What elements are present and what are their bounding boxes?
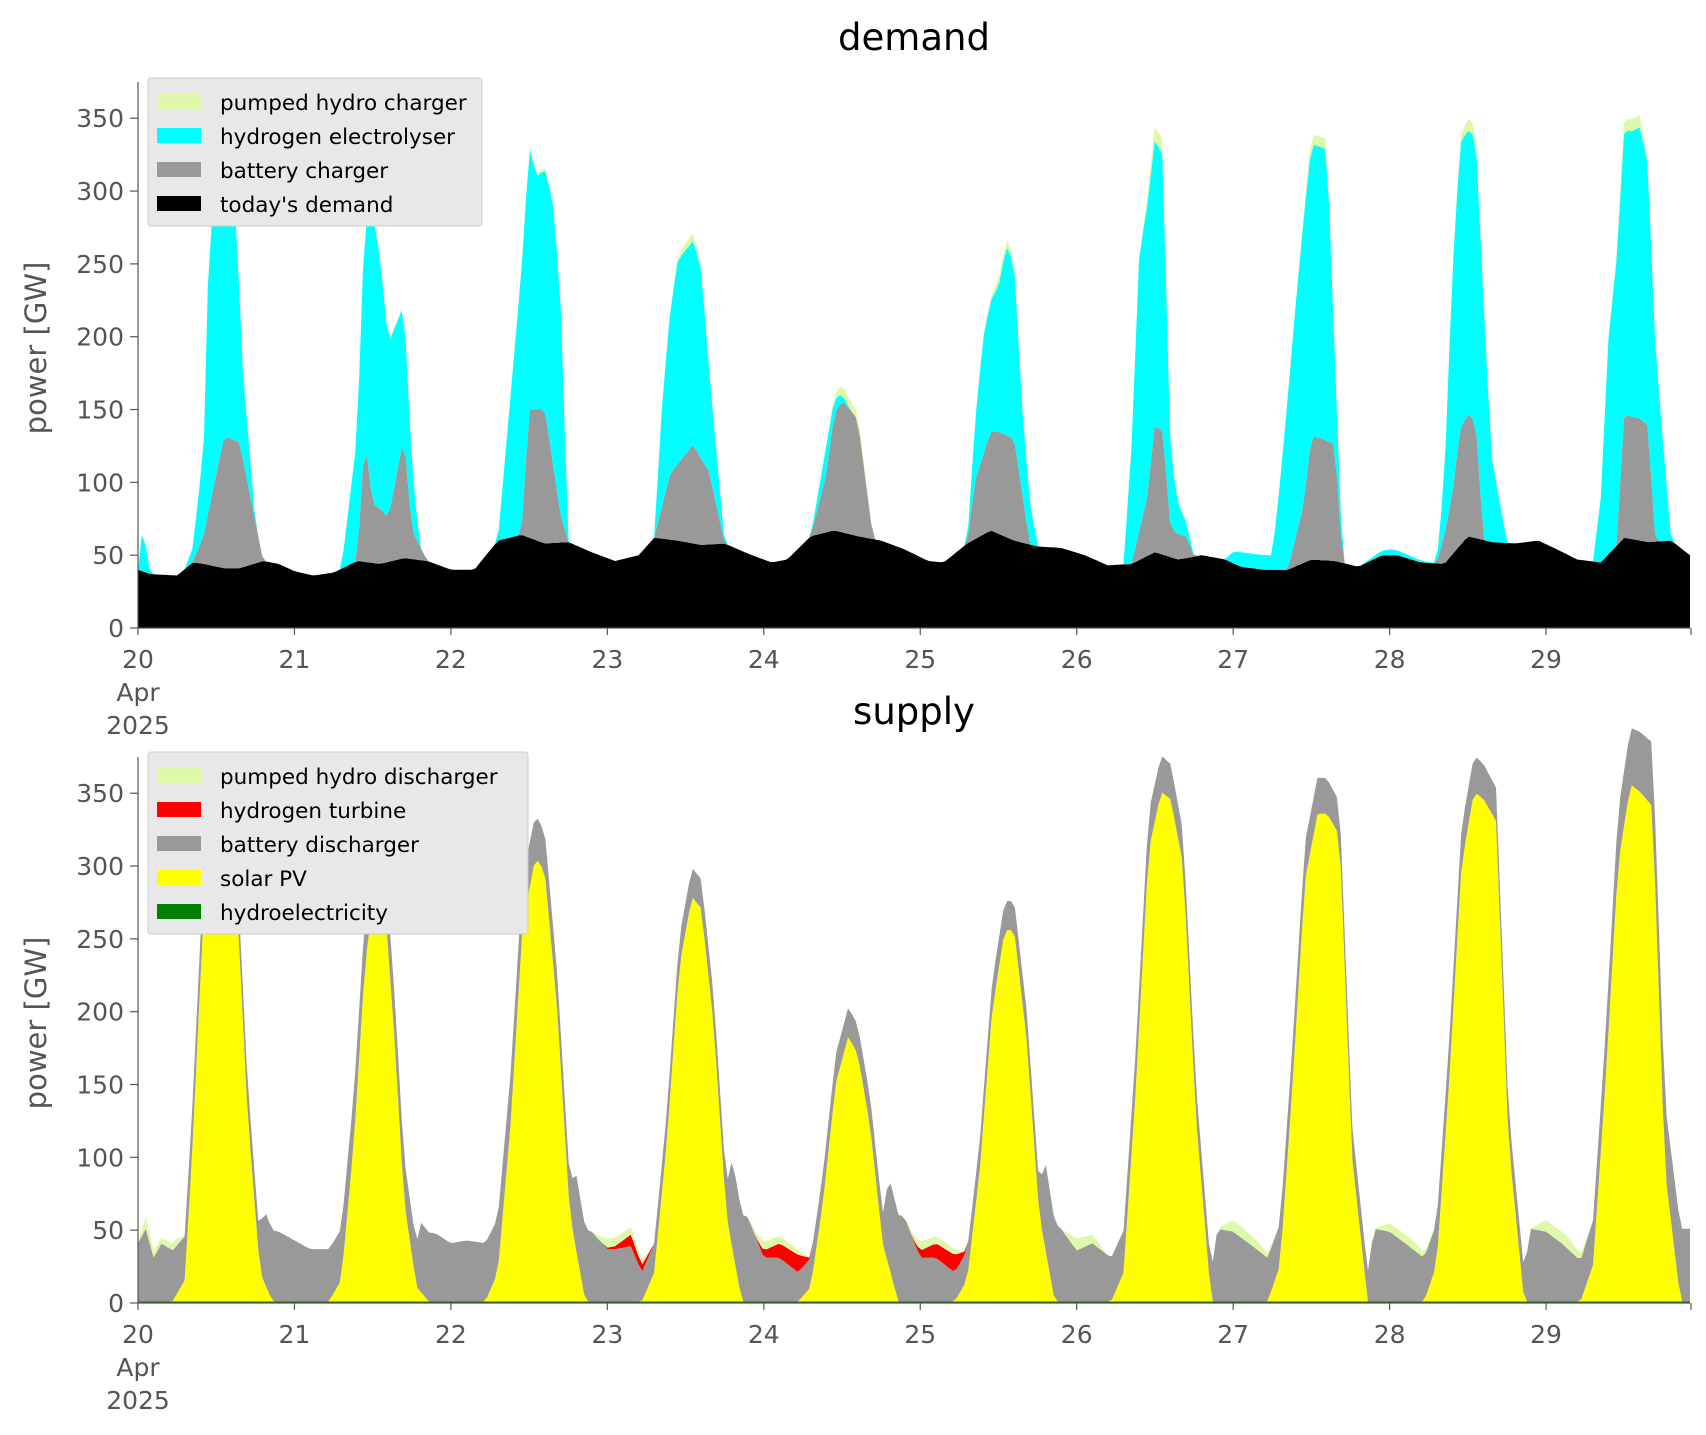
legend-label-battery-discharger: battery discharger	[220, 833, 419, 858]
area-hydrogen-electrolyser	[138, 127, 1690, 576]
legend-swatch-pumped-hydro-charger	[157, 94, 201, 109]
legend-swatch-today-s-demand	[157, 196, 201, 211]
legend-label-hydroelectricity: hydroelectricity	[220, 901, 388, 926]
y-tick-label: 100	[76, 1143, 124, 1172]
legend-label-today-s-demand: today's demand	[220, 193, 393, 218]
demand-areas	[138, 115, 1690, 628]
y-tick-label: 0	[108, 1289, 124, 1318]
y-tick-label: 200	[76, 323, 124, 352]
x-tick-label: 26	[1061, 1320, 1093, 1349]
x-tick-label: 22	[435, 645, 467, 674]
y-tick-label: 150	[76, 1071, 124, 1100]
y-tick-label: 250	[76, 925, 124, 954]
legend-box	[147, 77, 483, 227]
y-tick-label: 200	[76, 998, 124, 1027]
demand-legend: pumped hydro charger hydrogen electrolyse…	[147, 77, 483, 227]
x-tick-label: 29	[1530, 1320, 1562, 1349]
x-tick-label: 23	[591, 645, 623, 674]
legend-label-pumped-hydro-discharger: pumped hydro discharger	[220, 765, 498, 790]
x-tick-label: 25	[904, 645, 936, 674]
y-tick-label: 50	[92, 541, 124, 570]
area-battery-charger	[138, 403, 1690, 576]
legend-label-hydrogen-electrolyser: hydrogen electrolyser	[220, 125, 455, 150]
supply-panel: supply power [GW] 0 50 100 150 200 250 300 350 2…	[19, 690, 1692, 1415]
area-today-s-demand	[138, 530, 1690, 628]
demand-y-axis-label: power [GW]	[19, 262, 53, 435]
x-tick-label: 20 Apr 2025	[106, 645, 170, 740]
supply-axes: 0 50 100 150 200 250 300 350 20 Apr 2025 21 22 23 24 25…	[76, 757, 1692, 1415]
x-tick-label: 21	[279, 1320, 311, 1349]
legend-swatch-hydrogen-electrolyser	[157, 128, 201, 143]
legend-swatch-hydrogen-turbine	[157, 802, 201, 817]
supply-chart-title: supply	[853, 690, 975, 733]
x-tick-label: 28	[1374, 1320, 1406, 1349]
demand-panel: demand power [GW] 0 50 100 150 200 250 300 350 2…	[19, 16, 1692, 740]
x-tick-label: 20 Apr 2025	[106, 1320, 170, 1415]
x-tick-label: 27	[1217, 1320, 1249, 1349]
supply-legend: pumped hydro discharger hydrogen turbine b…	[147, 751, 529, 935]
demand-axes: 0 50 100 150 200 250 300 350 20 Apr 2025 21 22 23 24 25…	[76, 82, 1692, 740]
y-tick-label: 150	[76, 396, 124, 425]
y-tick-label: 350	[76, 779, 124, 808]
y-tick-label: 300	[76, 177, 124, 206]
x-tick-label: 24	[748, 645, 780, 674]
legend-swatch-pumped-hydro-discharger	[157, 768, 201, 783]
legend-swatch-solar-pv	[157, 870, 201, 885]
y-tick-label: 350	[76, 104, 124, 133]
supply-y-axis-label: power [GW]	[19, 937, 53, 1110]
legend-swatch-battery-charger	[157, 162, 201, 177]
y-tick-label: 300	[76, 852, 124, 881]
legend-label-solar-pv: solar PV	[220, 867, 307, 892]
x-tick-label: 24	[748, 1320, 780, 1349]
y-tick-label: 50	[92, 1216, 124, 1245]
x-tick-label: 25	[904, 1320, 936, 1349]
x-tick-label: 29	[1530, 645, 1562, 674]
legend-label-pumped-hydro-charger: pumped hydro charger	[220, 91, 467, 116]
x-tick-label: 27	[1217, 645, 1249, 674]
legend-swatch-hydroelectricity	[157, 904, 201, 919]
legend-label-battery-charger: battery charger	[220, 159, 388, 184]
x-tick-label: 28	[1374, 645, 1406, 674]
legend-box	[147, 751, 529, 935]
y-tick-label: 100	[76, 468, 124, 497]
legend-label-hydrogen-turbine: hydrogen turbine	[220, 799, 406, 824]
y-tick-label: 250	[76, 250, 124, 279]
x-tick-label: 22	[435, 1320, 467, 1349]
x-tick-label: 26	[1061, 645, 1093, 674]
x-tick-label: 23	[591, 1320, 623, 1349]
demand-chart-title: demand	[838, 16, 990, 59]
legend-swatch-battery-discharger	[157, 836, 201, 851]
y-tick-label: 0	[108, 614, 124, 643]
x-tick-label: 21	[279, 645, 311, 674]
